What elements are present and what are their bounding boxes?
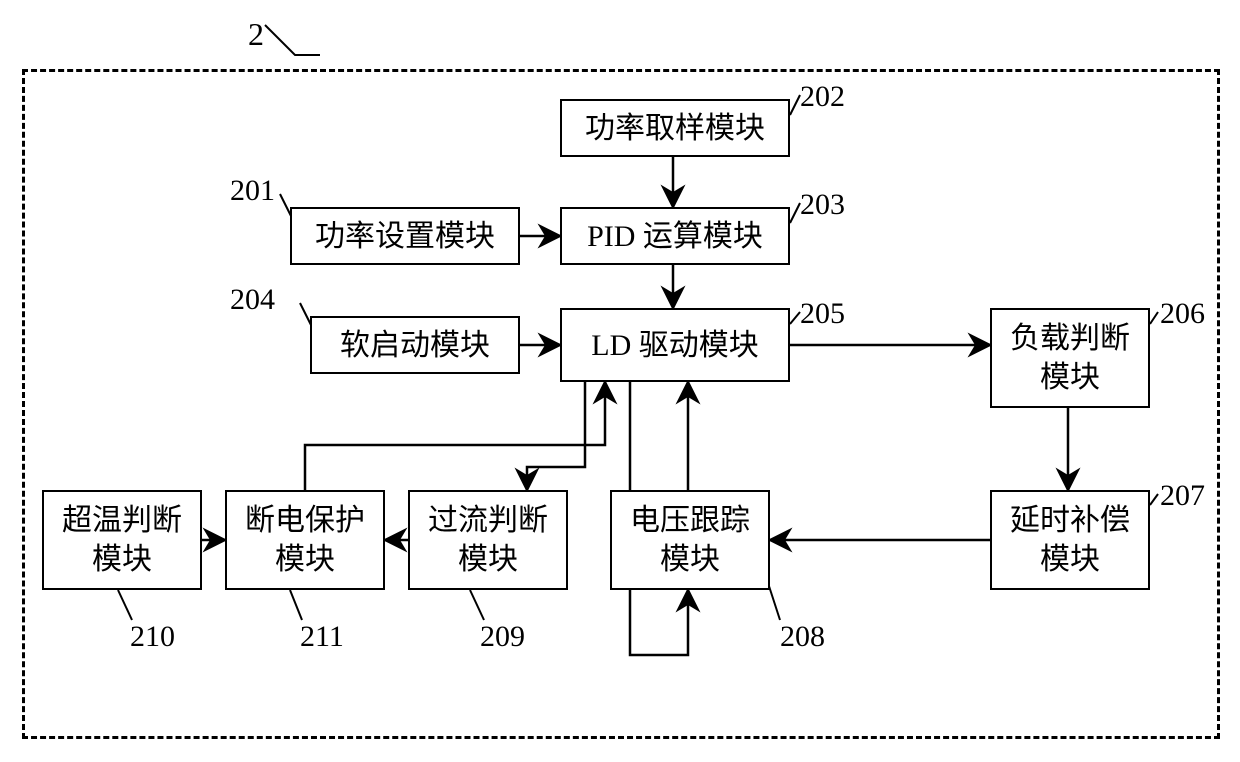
outer-label: 2: [248, 16, 264, 53]
ref-n207: 207: [1160, 479, 1205, 513]
ref-n201: 201: [230, 174, 275, 208]
ref-n205: 205: [800, 297, 845, 331]
node-n201: 功率设置模块: [290, 207, 520, 265]
node-n211: 断电保护 模块: [225, 490, 385, 590]
ref-n202: 202: [800, 80, 845, 114]
ref-n208: 208: [780, 620, 825, 654]
node-n205: LD 驱动模块: [560, 308, 790, 382]
node-n207: 延时补偿 模块: [990, 490, 1150, 590]
node-n203: PID 运算模块: [560, 207, 790, 265]
ref-n211: 211: [300, 620, 344, 654]
ref-n210: 210: [130, 620, 175, 654]
ref-n203: 203: [800, 188, 845, 222]
node-n202: 功率取样模块: [560, 99, 790, 157]
node-n209: 过流判断 模块: [408, 490, 568, 590]
node-n208: 电压跟踪 模块: [610, 490, 770, 590]
ref-n204: 204: [230, 283, 275, 317]
node-n210: 超温判断 模块: [42, 490, 202, 590]
ref-n206: 206: [1160, 297, 1205, 331]
diagram-canvas: 2 功率取样模块 202 功率设置模块 201 PID 运算模块 203 软启动模块 204 L…: [0, 0, 1240, 762]
ref-n209: 209: [480, 620, 525, 654]
node-n206: 负载判断 模块: [990, 308, 1150, 408]
node-n204: 软启动模块: [310, 316, 520, 374]
